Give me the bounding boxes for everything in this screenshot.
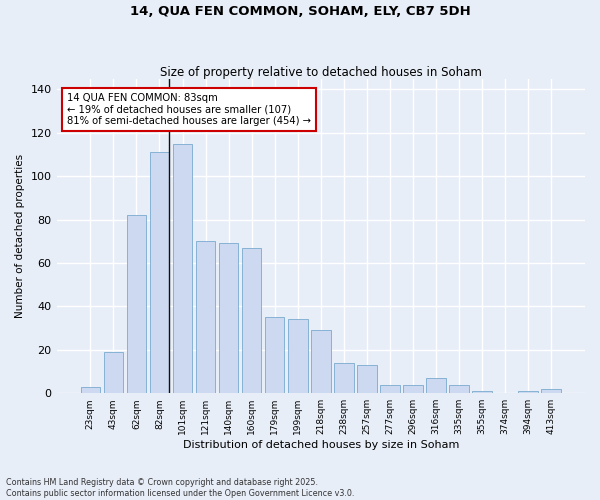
X-axis label: Distribution of detached houses by size in Soham: Distribution of detached houses by size …	[182, 440, 459, 450]
Bar	[219, 244, 238, 393]
Bar	[357, 365, 377, 393]
Bar	[80, 386, 100, 393]
Bar	[311, 330, 331, 393]
Bar	[104, 352, 123, 393]
Bar	[288, 320, 308, 393]
Bar	[380, 384, 400, 393]
Bar	[403, 384, 423, 393]
Text: Contains HM Land Registry data © Crown copyright and database right 2025.
Contai: Contains HM Land Registry data © Crown c…	[6, 478, 355, 498]
Bar	[127, 215, 146, 393]
Text: 14, QUA FEN COMMON, SOHAM, ELY, CB7 5DH: 14, QUA FEN COMMON, SOHAM, ELY, CB7 5DH	[130, 5, 470, 18]
Bar	[541, 389, 561, 393]
Title: Size of property relative to detached houses in Soham: Size of property relative to detached ho…	[160, 66, 482, 78]
Y-axis label: Number of detached properties: Number of detached properties	[15, 154, 25, 318]
Bar	[149, 152, 169, 393]
Bar	[173, 144, 193, 393]
Bar	[518, 391, 538, 393]
Bar	[334, 363, 353, 393]
Bar	[449, 384, 469, 393]
Text: 14 QUA FEN COMMON: 83sqm
← 19% of detached houses are smaller (107)
81% of semi-: 14 QUA FEN COMMON: 83sqm ← 19% of detach…	[67, 92, 311, 126]
Bar	[265, 317, 284, 393]
Bar	[242, 248, 262, 393]
Bar	[426, 378, 446, 393]
Bar	[472, 391, 492, 393]
Bar	[196, 242, 215, 393]
